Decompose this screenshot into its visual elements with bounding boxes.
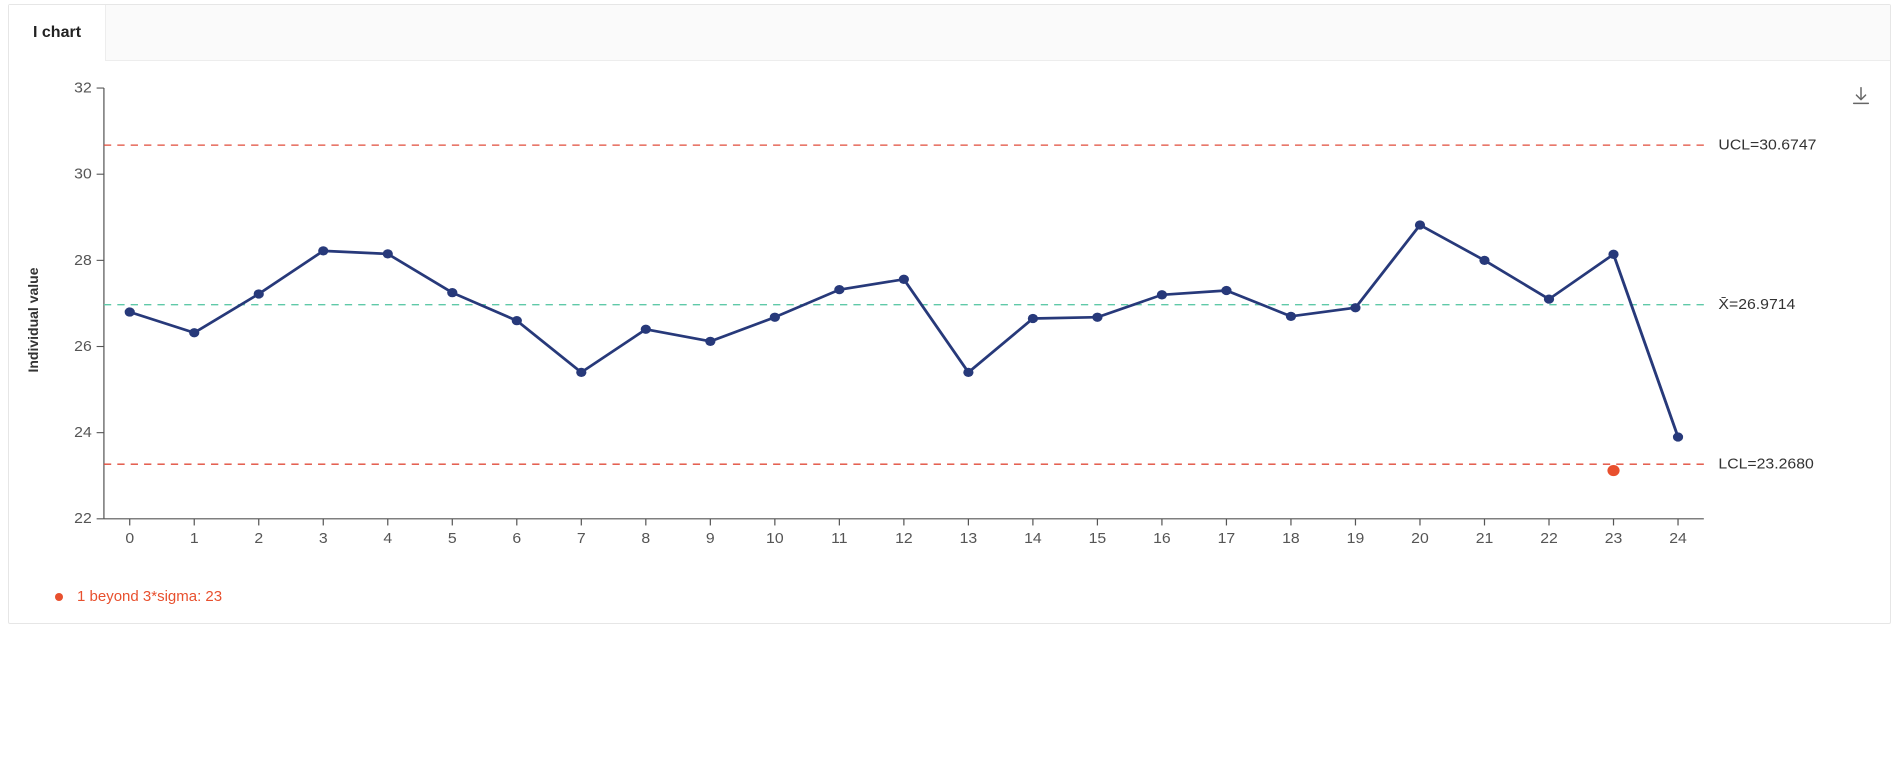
svg-text:1: 1 [190, 531, 199, 547]
svg-text:18: 18 [1282, 531, 1300, 547]
svg-text:30: 30 [74, 166, 92, 182]
svg-text:21: 21 [1476, 531, 1494, 547]
svg-text:10: 10 [766, 531, 784, 547]
svg-text:26: 26 [74, 339, 92, 355]
svg-text:14: 14 [1024, 531, 1042, 547]
svg-text:20: 20 [1411, 531, 1429, 547]
svg-text:16: 16 [1153, 531, 1171, 547]
svg-text:15: 15 [1089, 531, 1107, 547]
tab-i-chart[interactable]: I chart [9, 5, 106, 61]
svg-text:23: 23 [1605, 531, 1623, 547]
tab-label: I chart [33, 24, 81, 42]
svg-text:24: 24 [1669, 531, 1687, 547]
svg-text:0: 0 [125, 531, 134, 547]
svg-text:32: 32 [74, 80, 92, 96]
chart-panel: I chart Individual value 222426283032012… [8, 4, 1891, 624]
svg-text:11: 11 [831, 531, 847, 547]
svg-text:22: 22 [1540, 531, 1558, 547]
svg-text:17: 17 [1218, 531, 1236, 547]
svg-text:3: 3 [319, 531, 328, 547]
svg-text:24: 24 [74, 425, 92, 441]
svg-text:19: 19 [1347, 531, 1365, 547]
svg-text:LCL=23.2680: LCL=23.2680 [1718, 456, 1813, 472]
y-axis-label: Individual value [25, 267, 41, 372]
svg-text:9: 9 [706, 531, 715, 547]
svg-text:UCL=30.6747: UCL=30.6747 [1718, 137, 1816, 153]
page-root: I chart Individual value 222426283032012… [0, 0, 1899, 765]
violation-footnote: 1 beyond 3*sigma: 23 [55, 588, 222, 605]
svg-text:12: 12 [895, 531, 913, 547]
svg-text:28: 28 [74, 252, 92, 268]
svg-text:13: 13 [960, 531, 978, 547]
svg-text:8: 8 [641, 531, 650, 547]
svg-text:7: 7 [577, 531, 586, 547]
svg-text:2: 2 [254, 531, 263, 547]
svg-text:6: 6 [512, 531, 521, 547]
tab-bar: I chart [9, 5, 1890, 61]
control-chart: 2224262830320123456789101112131415161718… [37, 77, 1862, 563]
violation-dot-icon [55, 593, 63, 601]
svg-text:5: 5 [448, 531, 457, 547]
violation-text: 1 beyond 3*sigma: 23 [77, 588, 222, 605]
chart-area: Individual value 22242628303201234567891… [37, 77, 1862, 563]
svg-text:22: 22 [74, 511, 92, 527]
svg-text:X̄=26.9714: X̄=26.9714 [1718, 297, 1795, 313]
svg-text:4: 4 [383, 531, 392, 547]
